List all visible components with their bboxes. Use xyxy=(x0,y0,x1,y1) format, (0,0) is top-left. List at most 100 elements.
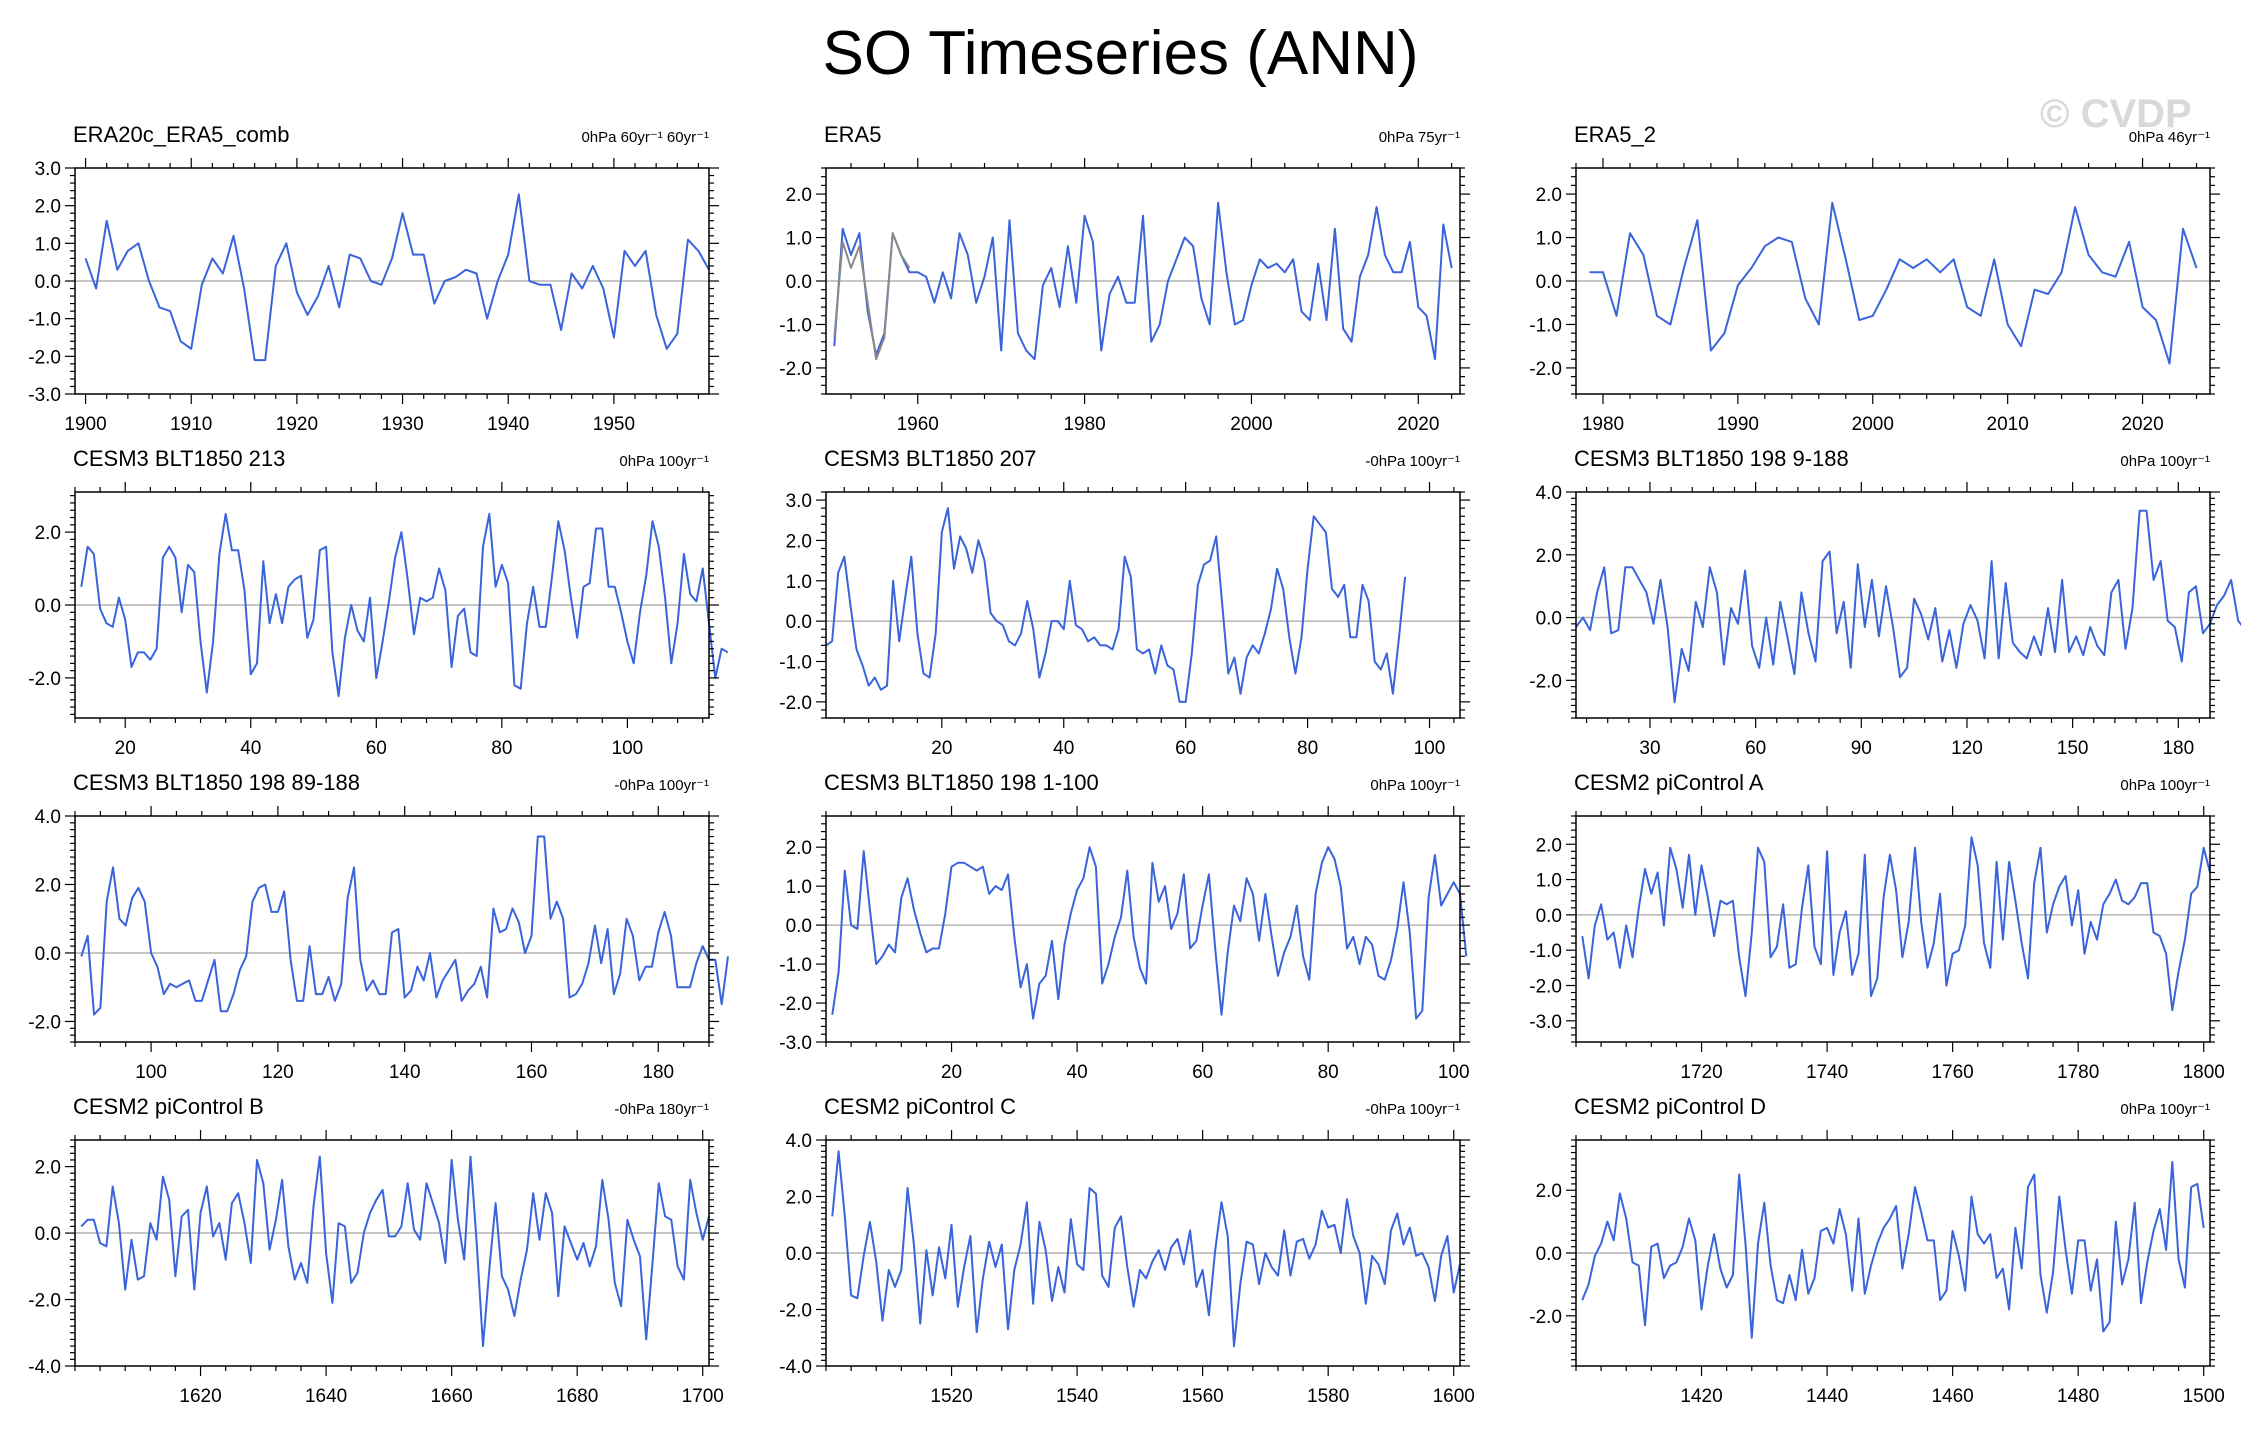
x-tick-label: 1720 xyxy=(1680,1062,1722,1083)
y-tick-label: 0.0 xyxy=(786,916,812,937)
plot-frame xyxy=(826,492,1460,718)
x-tick-label: 20 xyxy=(941,1062,962,1083)
x-tick-label: 80 xyxy=(491,738,512,759)
panel-right-label: 0hPa 75yr⁻¹ xyxy=(1379,129,1460,146)
y-tick-label: 2.0 xyxy=(35,875,61,896)
panel-right-label: -0hPa 100yr⁻¹ xyxy=(614,777,709,794)
y-tick-label: -4.0 xyxy=(28,1357,61,1378)
y-tick-label: -3.0 xyxy=(779,1033,812,1054)
y-tick-label: -2.0 xyxy=(779,1301,812,1322)
y-tick-label: 2.0 xyxy=(786,1188,812,1209)
y-tick-label: -1.0 xyxy=(1529,315,1562,336)
y-tick-label: 3.0 xyxy=(35,159,61,180)
x-tick-label: 80 xyxy=(1318,1062,1339,1083)
x-tick-label: 1520 xyxy=(930,1386,972,1407)
y-tick-label: -1.0 xyxy=(28,310,61,331)
x-tick-label: 1460 xyxy=(1931,1386,1973,1407)
x-tick-label: 80 xyxy=(1297,738,1318,759)
y-tick-label: 1.0 xyxy=(786,572,812,593)
x-tick-label: 60 xyxy=(1175,738,1196,759)
panel-title: CESM3 BLT1850 198 1-100 xyxy=(824,770,1099,795)
x-tick-label: 120 xyxy=(262,1062,294,1083)
panel-right-label: 0hPa 60yr⁻¹ 60yr⁻¹ xyxy=(581,129,709,146)
x-tick-label: 40 xyxy=(1067,1062,1088,1083)
y-tick-label: 2.0 xyxy=(786,185,812,206)
panel-right-label: -0hPa 100yr⁻¹ xyxy=(1365,1101,1460,1118)
y-tick-label: 2.0 xyxy=(1536,1181,1562,1202)
x-tick-label: 2000 xyxy=(1230,414,1272,435)
overlay-series-line xyxy=(834,233,909,359)
y-tick-label: 3.0 xyxy=(786,491,812,512)
x-tick-label: 1960 xyxy=(897,414,939,435)
y-tick-label: 4.0 xyxy=(35,807,61,828)
y-tick-label: 0.0 xyxy=(35,1224,61,1245)
panel-title: CESM3 BLT1850 213 xyxy=(73,446,285,471)
y-tick-label: 1.0 xyxy=(35,234,61,255)
x-tick-label: 1980 xyxy=(1582,414,1624,435)
series-line xyxy=(81,1157,709,1347)
panel-right-label: 0hPa 100yr⁻¹ xyxy=(2120,1101,2210,1118)
y-tick-label: 2.0 xyxy=(1536,835,1562,856)
y-tick-label: 1.0 xyxy=(1536,229,1562,250)
y-tick-label: 0.0 xyxy=(786,612,812,633)
y-tick-label: 0.0 xyxy=(35,272,61,293)
x-tick-label: 150 xyxy=(2057,738,2089,759)
chart-panel: 4.02.00.0-2.030 60 90 120 150 180CESM3 BLT185… xyxy=(1529,446,2241,759)
y-tick-label: -2.0 xyxy=(779,994,812,1015)
y-tick-label: -2.0 xyxy=(1529,1307,1562,1328)
y-tick-label: 4.0 xyxy=(1536,483,1562,504)
x-tick-label: 1900 xyxy=(64,414,106,435)
x-tick-label: 100 xyxy=(1414,738,1446,759)
chart-panel: 4.0 2.0 0.0 -2.0 100 120 140 160 180 CESM3 BLT185… xyxy=(28,770,728,1083)
y-tick-label: 2.0 xyxy=(786,531,812,552)
panel-right-label: 0hPa 100yr⁻¹ xyxy=(1370,777,1460,794)
chart-panel: 2.0 0.0 -2.0 1420 1440 1460 1480 1500 CESM2 piCo… xyxy=(1529,1094,2225,1407)
y-tick-label: 0.0 xyxy=(1536,272,1562,293)
y-tick-label: 2.0 xyxy=(786,838,812,859)
y-tick-label: -3.0 xyxy=(28,385,61,406)
y-tick-label: -2.0 xyxy=(28,669,61,690)
chart-panel: 2.0 0.0 -2.0 -4.0 1620 1640 1660 1680 1700 CESM2 … xyxy=(28,1094,724,1407)
plot-frame xyxy=(75,816,709,1042)
x-tick-label: 1930 xyxy=(381,414,423,435)
series-line xyxy=(1582,837,2210,1010)
y-tick-label: 0.0 xyxy=(786,1244,812,1265)
chart-panel: 2.01.00.0-1.0-2.0-3.01720 1740 1760 1780 180… xyxy=(1529,770,2225,1083)
y-tick-label: 0.0 xyxy=(35,944,61,965)
x-tick-label: 1950 xyxy=(593,414,635,435)
y-tick-label: -2.0 xyxy=(1529,359,1562,380)
panel-right-label: 0hPa 46yr⁻¹ xyxy=(2129,129,2210,146)
y-tick-label: 2.0 xyxy=(35,197,61,218)
x-tick-label: 120 xyxy=(1951,738,1983,759)
x-tick-label: 1980 xyxy=(1063,414,1105,435)
chart-panel: 2.0 1.0 0.0 -1.0 -2.0 -3.0 20 40 60 80 100 CESM3 BL… xyxy=(779,770,1470,1083)
plot-frame xyxy=(75,1140,709,1366)
y-tick-label: -2.0 xyxy=(28,1291,61,1312)
panel-title: ERA5 xyxy=(824,122,881,147)
y-tick-label: -2.0 xyxy=(1529,671,1562,692)
x-tick-label: 20 xyxy=(931,738,952,759)
x-tick-label: 1780 xyxy=(2057,1062,2099,1083)
panel-title: ERA20c_ERA5_comb xyxy=(73,122,289,147)
x-tick-label: 1800 xyxy=(2183,1062,2225,1083)
y-tick-label: -1.0 xyxy=(779,315,812,336)
panel-right-label: -0hPa 100yr⁻¹ xyxy=(1365,453,1460,470)
x-tick-label: 100 xyxy=(612,738,644,759)
x-tick-label: 90 xyxy=(1851,738,1872,759)
x-tick-label: 1500 xyxy=(2183,1386,2225,1407)
panel-right-label: -0hPa 180yr⁻¹ xyxy=(614,1101,709,1118)
x-tick-label: 1680 xyxy=(556,1386,598,1407)
series-line xyxy=(832,1151,1460,1346)
x-tick-label: 2010 xyxy=(1987,414,2029,435)
x-tick-label: 1420 xyxy=(1680,1386,1722,1407)
y-tick-label: 0.0 xyxy=(1536,1244,1562,1265)
panel-title: CESM2 piControl B xyxy=(73,1094,264,1119)
x-tick-label: 20 xyxy=(115,738,136,759)
y-tick-label: 1.0 xyxy=(786,877,812,898)
x-tick-label: 1640 xyxy=(305,1386,347,1407)
y-tick-label: 0.0 xyxy=(1536,609,1562,630)
panel-title: CESM3 BLT1850 198 9-188 xyxy=(1574,446,1849,471)
x-tick-label: 1620 xyxy=(179,1386,221,1407)
